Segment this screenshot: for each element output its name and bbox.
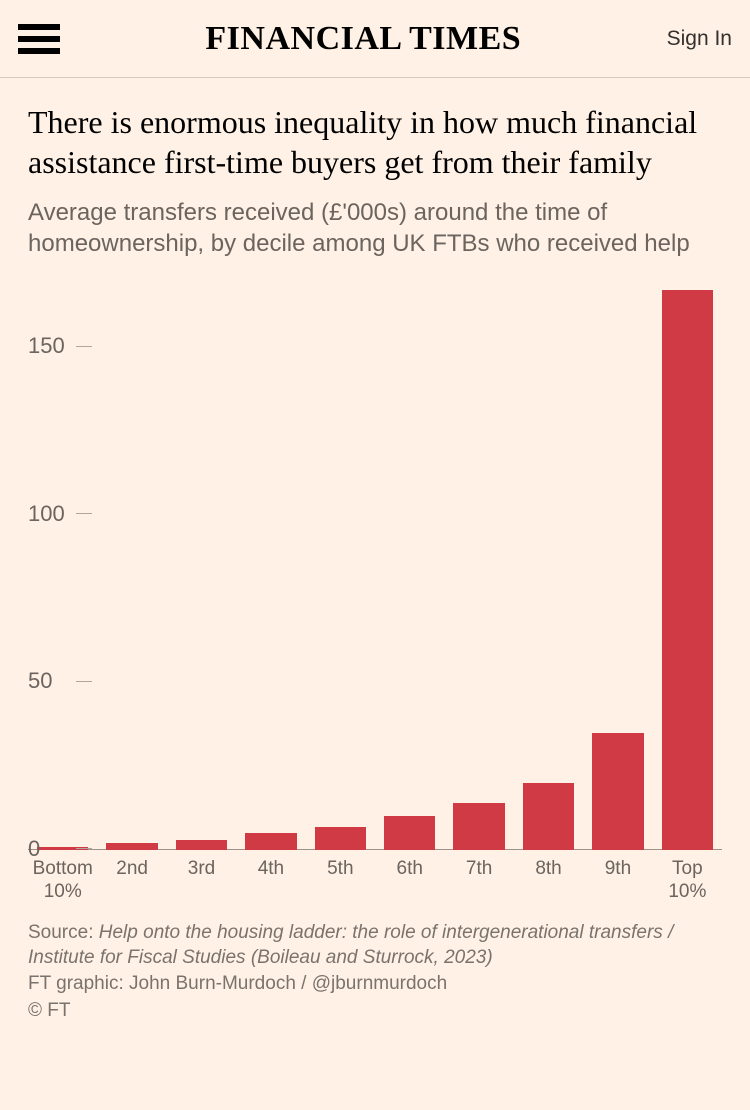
bar-chart: 0 50 100 150 Bottom 10%2nd3rd4th5th6th7th8t… (28, 280, 722, 904)
chart-heading-block: There is enormous inequality in how much… (0, 78, 750, 274)
chart-credit: FT graphic: John Burn-Murdoch / @jburnmu… (28, 973, 447, 994)
y-tick-dash (76, 681, 92, 682)
source-citation: Help onto the housing ladder: the role o… (28, 922, 673, 969)
x-label: 6th (375, 858, 444, 904)
y-tick-label: 150 (28, 333, 72, 359)
y-tick-label: 0 (28, 836, 72, 862)
x-label: 4th (236, 858, 305, 904)
y-tick-dash (76, 346, 92, 347)
bar-cell (653, 290, 722, 850)
bar (384, 816, 435, 850)
y-tick-dash (76, 513, 92, 514)
bar (592, 733, 643, 850)
sign-in-link[interactable]: Sign In (667, 27, 732, 51)
source-prefix: Source: (28, 922, 99, 943)
bar-cell (444, 803, 513, 850)
x-label: 7th (444, 858, 513, 904)
chart-bars (28, 290, 722, 850)
y-tick: 0 (28, 836, 92, 862)
bar (453, 803, 504, 850)
y-tick-label: 100 (28, 501, 72, 527)
chart-subtitle: Average transfers received (£'000s) arou… (28, 197, 722, 260)
y-tick: 150 (28, 333, 92, 359)
bar-cell (306, 827, 375, 850)
bar (106, 843, 157, 850)
masthead: FINANCIAL TIMES (205, 20, 521, 58)
bar-cell (514, 783, 583, 850)
x-label: 8th (514, 858, 583, 904)
bar-cell (583, 733, 652, 850)
x-label: 2nd (97, 858, 166, 904)
chart-title: There is enormous inequality in how much… (28, 102, 722, 183)
bar (245, 833, 296, 850)
bar-cell (167, 840, 236, 850)
y-tick: 100 (28, 501, 92, 527)
y-tick-label: 50 (28, 668, 72, 694)
y-tick: 50 (28, 668, 92, 694)
menu-icon[interactable] (18, 18, 60, 60)
bar (523, 783, 574, 850)
copyright: © FT (0, 996, 750, 1022)
x-label: 9th (583, 858, 652, 904)
x-label: Top 10% (653, 858, 722, 904)
x-label: 5th (306, 858, 375, 904)
x-label: 3rd (167, 858, 236, 904)
bar-cell (236, 833, 305, 850)
y-tick-dash (76, 848, 92, 849)
x-label: Bottom 10% (28, 858, 97, 904)
chart-source: Source: Help onto the housing ladder: th… (0, 904, 750, 997)
chart-x-labels: Bottom 10%2nd3rd4th5th6th7th8th9thTop 10… (28, 858, 722, 904)
bar-cell (97, 843, 166, 850)
bar (315, 827, 366, 850)
bar (662, 290, 713, 850)
bar-cell (375, 816, 444, 850)
bar (176, 840, 227, 850)
site-header: FINANCIAL TIMES Sign In (0, 0, 750, 78)
